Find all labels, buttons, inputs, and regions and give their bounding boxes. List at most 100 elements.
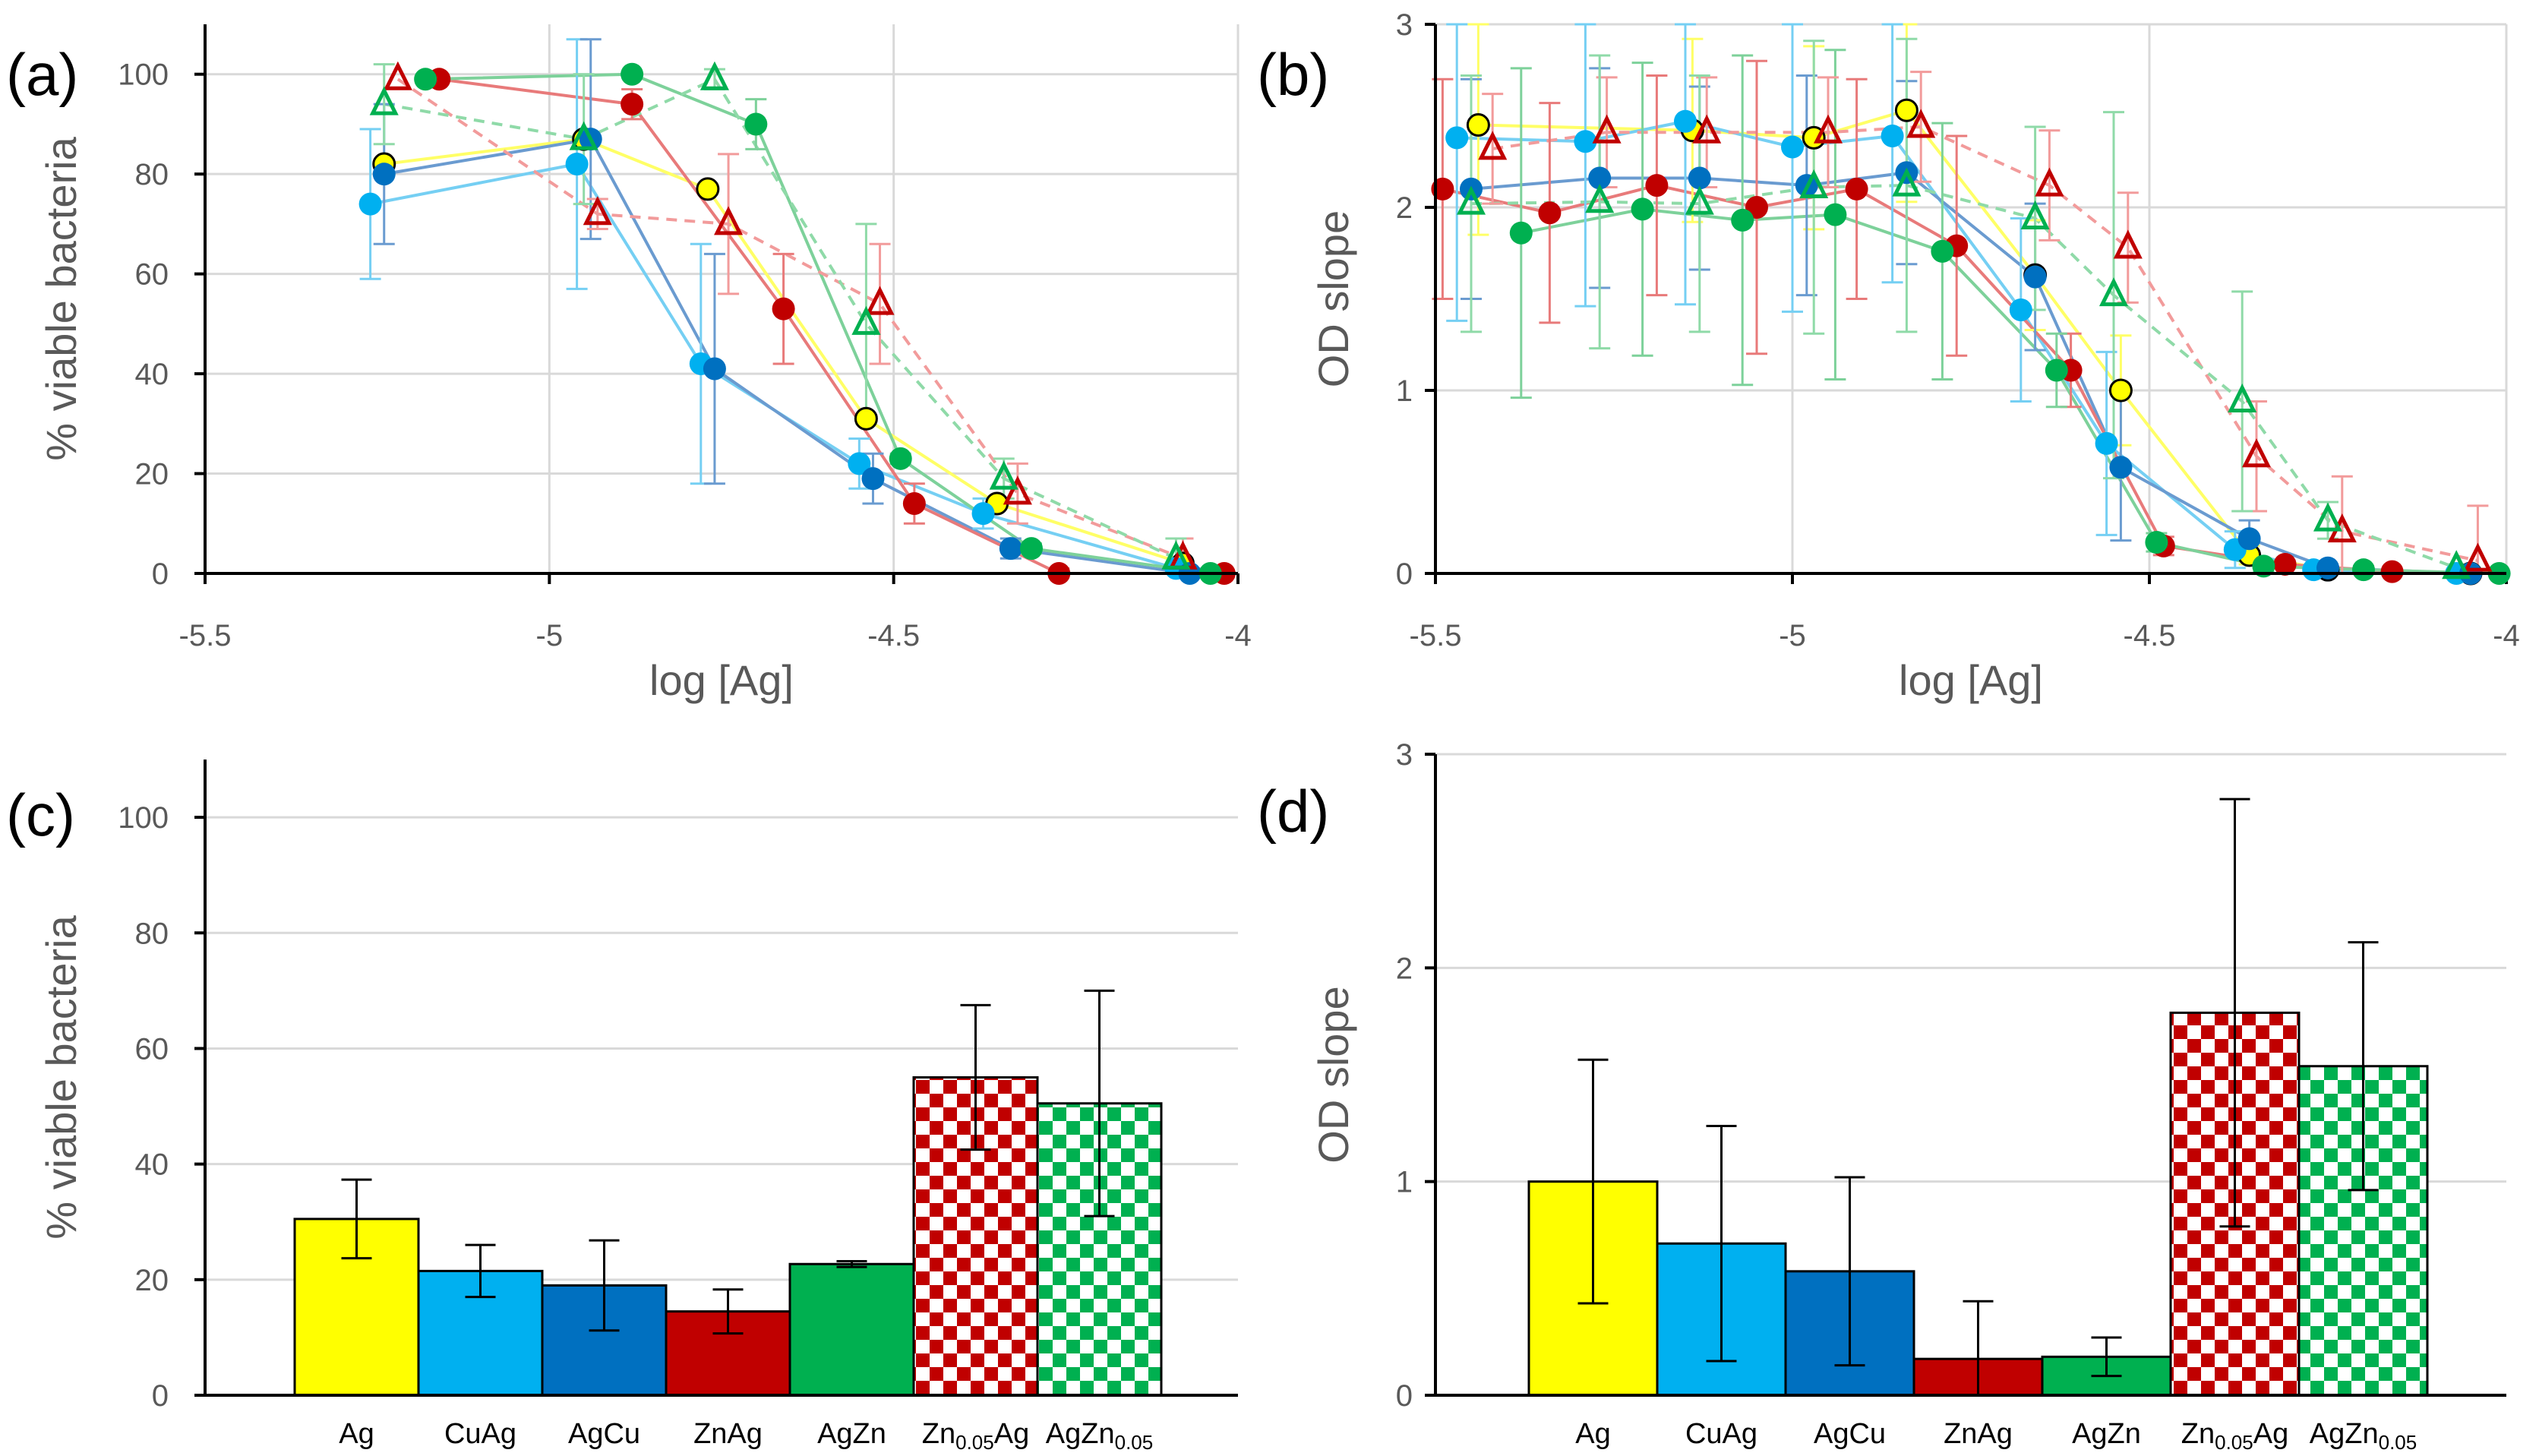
data-point-ZnAg (902, 491, 926, 515)
data-point-Zn0.05Ag (1692, 114, 1722, 144)
data-point-Zn0.05Ag (714, 206, 744, 235)
data-point-AgZn (2045, 358, 2068, 382)
data-point-AgZn (2145, 531, 2168, 554)
data-point-ZnAg (621, 93, 644, 116)
data-point-AgZn0.05 (1685, 185, 1714, 215)
category-label-AgZn0.05: AgZn0.05 (1046, 1418, 1153, 1454)
data-point-AgZn (889, 447, 912, 470)
data-point-AgZn0.05 (1892, 167, 1922, 197)
y-tick-label: 2 (1396, 952, 1413, 985)
data-point-AgZn (744, 112, 768, 136)
data-point-AgZn (1509, 221, 1533, 245)
panel-label: (c) (6, 782, 75, 848)
data-point-Zn0.05Ag (583, 196, 612, 226)
data-point-CuAg (2095, 431, 2118, 455)
y-tick-label: 100 (118, 801, 169, 835)
data-point-CuAg (1574, 130, 1597, 153)
data-point-AgZn0.05 (851, 305, 881, 335)
series-line-AgZn0.05 (1470, 184, 2457, 570)
data-point-AgCu (1688, 166, 1711, 190)
data-point-Zn0.05Ag (383, 61, 412, 90)
data-point-ZnAg (1538, 201, 1562, 225)
data-point-AgZn0.05 (989, 460, 1018, 490)
panel-d-od-slope-bar-chart: (d) 0 1 2 3 OD slope Ag CuAg AgCu ZnAg AgZn Zn0.05A… (1257, 738, 2506, 1454)
data-point-ZnAg (2380, 560, 2404, 583)
data-point-ZnAg (772, 297, 795, 321)
series-line-CuAg (370, 162, 1176, 570)
panel-b-od-slope-line-chart: (b) 0 1 2 3 OD slope -5.5 -5 -4.5 -4 log [Ag] (1257, 8, 2520, 704)
data-point-Ag (854, 406, 878, 431)
y-tick-label: 80 (135, 158, 169, 191)
data-point-AgCu (2237, 527, 2261, 551)
y-tick-label: 3 (1396, 738, 1413, 772)
data-point-Zn0.05Ag (1592, 114, 1622, 144)
x-tick-label: -4.5 (867, 619, 920, 652)
data-point-AgZn0.05 (569, 121, 598, 150)
data-point-Zn0.05Ag (1478, 131, 1508, 160)
y-tick-label: 20 (135, 458, 169, 491)
category-label-CuAg: CuAg (1685, 1418, 1757, 1450)
data-point-Ag (1466, 113, 1490, 137)
bar-AgZn (788, 1262, 915, 1397)
data-point-ZnAg (2273, 552, 2297, 576)
y-tick-label: 2 (1396, 191, 1413, 225)
data-point-AgZn0.05 (369, 86, 399, 115)
data-point-AgZn (1631, 197, 1654, 221)
y-tick-label: 3 (1396, 8, 1413, 42)
x-tick-label: -4 (1224, 619, 1252, 652)
y-axis-label: OD slope (1309, 986, 1357, 1163)
data-point-AgZn0.05 (2098, 277, 2129, 307)
series-line-Zn0.05Ag (1492, 125, 2478, 563)
data-point-Zn0.05Ag (2113, 229, 2143, 259)
x-axis-label: log [Ag] (1899, 656, 2043, 704)
data-point-AgZn0.05 (2442, 550, 2471, 580)
data-point-AgCu (861, 467, 885, 491)
data-point-Zn0.05Ag (1906, 109, 1936, 138)
panel-label: (d) (1257, 778, 1329, 845)
series-line-ZnAg (439, 77, 1224, 575)
data-point-AgZn0.05 (1456, 185, 1486, 215)
category-label-AgCu: AgCu (1814, 1418, 1886, 1450)
y-tick-label: 0 (1396, 1379, 1413, 1413)
series-line-AgZn (425, 72, 1211, 575)
y-axis-label: % viable bacteria (37, 914, 85, 1239)
y-axis-label: OD slope (1309, 210, 1357, 387)
y-tick-label: 20 (135, 1264, 169, 1297)
category-label-ZnAg: ZnAg (693, 1418, 763, 1450)
x-tick-label: -5 (536, 619, 564, 652)
data-point-AgCu (372, 163, 396, 186)
x-tick-label: -4.5 (2124, 619, 2176, 652)
data-point-CuAg (565, 153, 589, 176)
data-point-Zn0.05Ag (865, 286, 895, 315)
y-tick-label: 0 (152, 1379, 169, 1413)
data-point-Zn0.05Ag (1003, 475, 1032, 505)
panel-a-viable-bacteria-line-chart: (a) 0 20 40 60 80 100 % viable bacteria -5.5 -5 -4… (6, 24, 1252, 704)
panel-label: (a) (6, 41, 78, 108)
data-point-CuAg (1445, 126, 1469, 150)
data-point-AgZn (2252, 554, 2275, 578)
series-line-Ag (1478, 108, 2471, 575)
data-point-CuAg (971, 502, 995, 526)
category-label-Zn0.05Ag: Zn0.05Ag (922, 1418, 1029, 1454)
series-line-AgCu (1470, 171, 2471, 575)
data-point-Zn0.05Ag (1813, 114, 1843, 144)
y-tick-label: 60 (135, 258, 169, 292)
data-point-CuAg (2009, 298, 2032, 321)
data-point-AgCu (2023, 265, 2047, 289)
data-point-AgZn0.05 (2228, 383, 2257, 412)
data-point-Ag (1894, 98, 1918, 122)
x-tick-label: -5.5 (1410, 619, 1462, 652)
category-label-AgZn: AgZn (817, 1418, 886, 1450)
data-point-AgZn (1931, 239, 1954, 263)
data-point-AgZn (1824, 203, 1847, 226)
data-point-AgZn0.05 (1799, 169, 1829, 198)
y-tick-label: 40 (135, 1148, 169, 1182)
y-tick-label: 0 (1396, 557, 1413, 591)
y-tick-label: 1 (1396, 374, 1413, 408)
data-point-AgZn (1731, 208, 1754, 232)
data-point-AgCu (2316, 556, 2339, 580)
data-point-AgZn (414, 68, 437, 91)
y-tick-label: 80 (135, 917, 169, 950)
